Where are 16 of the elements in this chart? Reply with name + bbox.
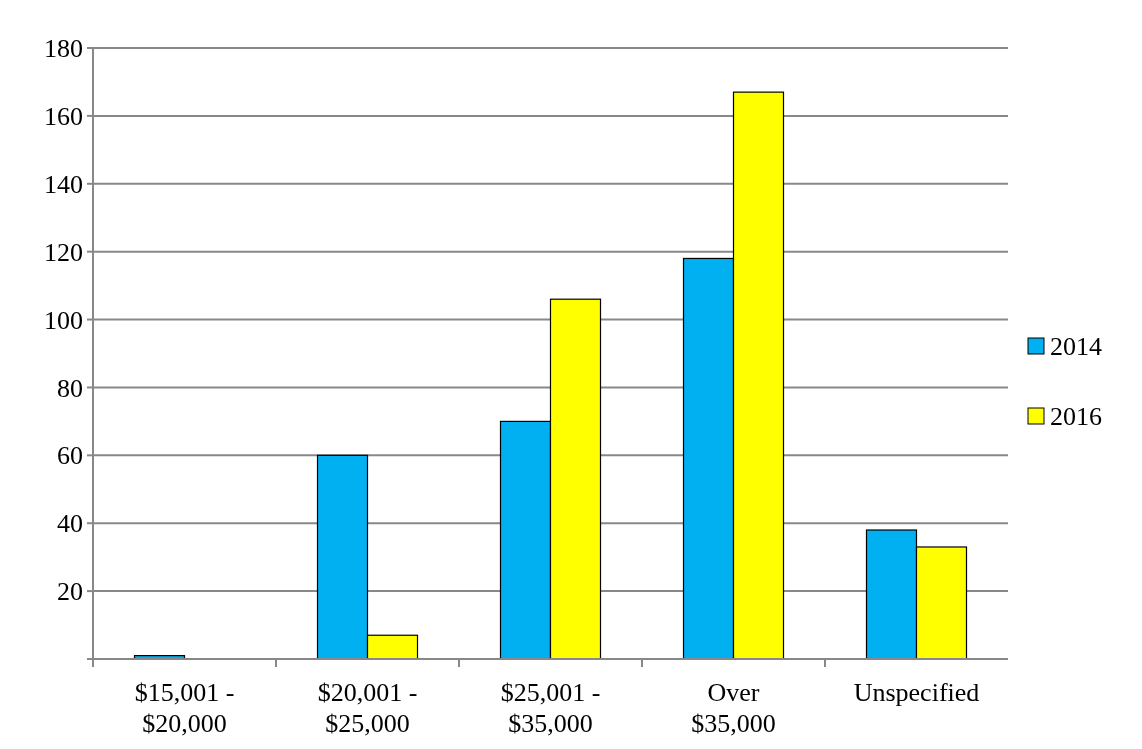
y-tick-label: 60 xyxy=(57,441,83,471)
y-tick-label: 180 xyxy=(44,34,83,64)
x-tick-label: $20,001 - $25,000 xyxy=(317,678,418,738)
y-tick-label: 140 xyxy=(44,169,83,199)
y-tick-label: 160 xyxy=(44,101,83,131)
x-tick-label: $25,001 - $35,000 xyxy=(500,678,601,738)
y-tick-label: 80 xyxy=(57,373,83,403)
legend-label: 2016 xyxy=(1050,402,1102,432)
y-tick-label: 120 xyxy=(44,237,83,267)
x-tick-label: $15,001 - $20,000 xyxy=(134,678,235,738)
y-tick-label: 20 xyxy=(57,577,83,607)
legend-label: 2014 xyxy=(1050,332,1102,362)
x-tick-label: Over $35,000 xyxy=(691,678,776,738)
x-tick-label: Unspecified xyxy=(853,678,980,707)
y-tick-label: 100 xyxy=(44,305,83,335)
y-tick-label: 40 xyxy=(57,509,83,539)
